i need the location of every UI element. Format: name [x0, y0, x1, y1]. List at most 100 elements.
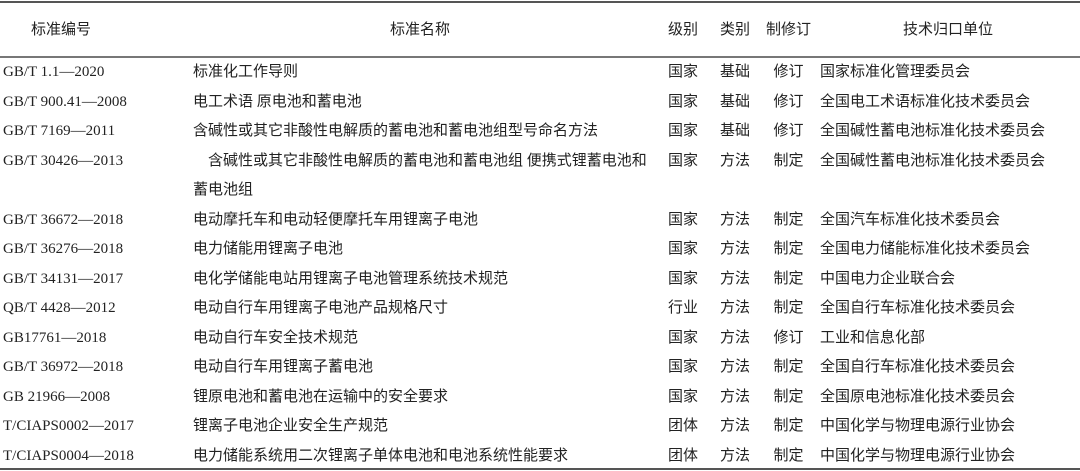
table-row: GB/T 1.1—2020 标准化工作导则 国家 基础 修订 国家标准化管理委员会: [0, 58, 1080, 88]
cell-name: 电工术语 原电池和蓄电池: [193, 93, 362, 110]
table-row: GB17761—2018 电动自行车安全技术规范 国家 方法 修订 工业和信息化部: [0, 324, 1080, 354]
cell-code: T/CIAPS0002—2017: [3, 418, 134, 434]
cell-type: 方法: [719, 241, 750, 257]
cell-name: 电力储能用锂离子电池: [193, 241, 344, 257]
cell-level: 国家: [667, 388, 698, 405]
cell-level: 国家: [667, 211, 698, 228]
header-code: 标准编号: [31, 21, 92, 38]
cell-level: 团体: [667, 418, 698, 434]
table-row: GB/T 36972—2018 电动自行车用锂离子蓄电池 国家 方法 制定 全国自行车标准…: [0, 353, 1080, 383]
cell-revision: 修订: [773, 329, 804, 346]
cell-revision: 制定: [773, 241, 804, 257]
cell-code: GB/T 34131—2017: [3, 270, 124, 287]
cell-type: 方法: [719, 388, 750, 405]
cell-unit: 全国碱性蓄电池标准化技术委员会: [820, 123, 1046, 139]
cell-revision: 制定: [773, 211, 804, 228]
cell-type: 方法: [719, 329, 750, 346]
cell-revision: 制定: [773, 359, 804, 375]
cell-revision: 修订: [773, 93, 804, 110]
cell-type: 基础: [719, 123, 750, 139]
cell-code: QB/T 4428—2012: [3, 300, 116, 316]
cell-name: 含碱性或其它非酸性电解质的蓄电池和蓄电池组型号命名方法: [193, 123, 599, 139]
table-row: GB/T 36672—2018 电动摩托车和电动轻便摩托车用锂离子电池 国家 方法 制定…: [0, 206, 1080, 236]
cell-unit: 全国汽车标准化技术委员会: [820, 211, 1001, 228]
cell-level: 国家: [667, 329, 698, 346]
cell-code: GB/T 1.1—2020: [3, 64, 105, 80]
cell-type: 方法: [719, 211, 750, 228]
cell-unit: 中国电力企业联合会: [820, 270, 956, 287]
cell-name: 含碱性或其它非酸性电解质的蓄电池和蓄电池组 便携式锂蓄电池和蓄电池组: [193, 152, 647, 199]
table-top-rule: [0, 1, 1080, 3]
cell-name: 电动摩托车和电动轻便摩托车用锂离子电池: [193, 211, 479, 228]
table-row: T/CIAPS0002—2017 锂离子电池企业安全生产规范 团体 方法 制定 中国化学与…: [0, 412, 1080, 442]
cell-name: 锂原电池和蓄电池在运输中的安全要求: [193, 388, 449, 405]
table-bottom-rule: [0, 468, 1080, 470]
cell-name: 电力储能系统用二次锂离子单体电池和电池系统性能要求: [193, 447, 569, 464]
cell-unit: 工业和信息化部: [820, 329, 926, 346]
cell-code: GB17761—2018: [3, 329, 107, 346]
cell-code: GB/T 7169—2011: [3, 123, 116, 139]
cell-revision: 制定: [773, 447, 804, 464]
cell-type: 方法: [719, 418, 750, 434]
cell-type: 方法: [719, 359, 750, 375]
cell-code: GB 21966—2008: [3, 388, 111, 405]
cell-type: 基础: [719, 64, 750, 80]
cell-unit: 国家标准化管理委员会: [820, 64, 971, 80]
cell-level: 国家: [667, 270, 698, 287]
header-revision: 制修订: [765, 21, 811, 38]
cell-type: 方法: [719, 152, 750, 169]
cell-level: 团体: [667, 447, 698, 464]
cell-unit: 全国自行车标准化技术委员会: [820, 300, 1016, 316]
cell-level: 国家: [667, 64, 698, 80]
header-level: 级别: [667, 21, 698, 38]
cell-unit: 全国原电池标准化技术委员会: [820, 388, 1016, 405]
cell-level: 国家: [667, 93, 698, 110]
table-row: GB/T 7169—2011 含碱性或其它非酸性电解质的蓄电池和蓄电池组型号命名方…: [0, 117, 1080, 147]
cell-code: GB/T 36672—2018: [3, 211, 124, 228]
table-row: GB/T 34131—2017 电化学储能电站用锂离子电池管理系统技术规范 国家 方法…: [0, 265, 1080, 295]
cell-level: 国家: [667, 152, 698, 169]
cell-level: 国家: [667, 123, 698, 139]
cell-code: GB/T 900.41—2008: [3, 93, 127, 110]
cell-code: GB/T 36972—2018: [3, 359, 124, 375]
cell-revision: 制定: [773, 388, 804, 405]
cell-unit: 全国碱性蓄电池标准化技术委员会: [820, 152, 1046, 169]
cell-name: 电动自行车用锂离子电池产品规格尺寸: [193, 300, 449, 316]
cell-revision: 制定: [773, 270, 804, 287]
header-type: 类别: [719, 21, 750, 38]
cell-name: 电化学储能电站用锂离子电池管理系统技术规范: [193, 270, 509, 287]
cell-type: 方法: [719, 447, 750, 464]
cell-level: 行业: [667, 300, 698, 316]
cell-revision: 制定: [773, 152, 804, 169]
cell-unit: 全国电力储能标准化技术委员会: [820, 241, 1031, 257]
cell-revision: 制定: [773, 418, 804, 434]
cell-code: GB/T 30426—2013: [3, 152, 124, 169]
table-row: GB/T 36276—2018 电力储能用锂离子电池 国家 方法 制定 全国电力储能标准化…: [0, 235, 1080, 265]
table-row: GB 21966—2008 锂原电池和蓄电池在运输中的安全要求 国家 方法 制定 全国原电…: [0, 383, 1080, 413]
table-row: GB/T 900.41—2008 电工术语 原电池和蓄电池 国家 基础 修订 全国电工术语…: [0, 88, 1080, 118]
cell-level: 国家: [667, 241, 698, 257]
cell-unit: 全国电工术语标准化技术委员会: [820, 93, 1031, 110]
header-unit: 技术归口单位: [902, 21, 993, 38]
table-header-row: 标准编号 标准名称 级别 类别 制修订 技术归口单位: [0, 0, 1080, 58]
cell-code: T/CIAPS0004—2018: [3, 447, 134, 464]
table-row: GB/T 30426—2013 含碱性或其它非酸性电解质的蓄电池和蓄电池组 便携…: [0, 147, 1080, 206]
cell-revision: 修订: [773, 123, 804, 139]
table-header-rule: [0, 56, 1080, 58]
table-row: QB/T 4428—2012 电动自行车用锂离子电池产品规格尺寸 行业 方法 制定 全国自…: [0, 294, 1080, 324]
cell-code: GB/T 36276—2018: [3, 241, 124, 257]
cell-name: 电动自行车安全技术规范: [193, 329, 359, 346]
cell-name: 标准化工作导则: [193, 64, 299, 80]
table-row: T/CIAPS0004—2018 电力储能系统用二次锂离子单体电池和电池系统性能要…: [0, 442, 1080, 471]
cell-revision: 制定: [773, 300, 804, 316]
cell-type: 基础: [719, 93, 750, 110]
cell-name: 电动自行车用锂离子蓄电池: [193, 359, 374, 375]
cell-name: 锂离子电池企业安全生产规范: [193, 418, 389, 434]
cell-type: 方法: [719, 300, 750, 316]
cell-level: 国家: [667, 359, 698, 375]
cell-unit: 中国化学与物理电源行业协会: [820, 447, 1016, 464]
header-name: 标准名称: [389, 21, 450, 38]
cell-revision: 修订: [773, 64, 804, 80]
cell-unit: 中国化学与物理电源行业协会: [820, 418, 1016, 434]
